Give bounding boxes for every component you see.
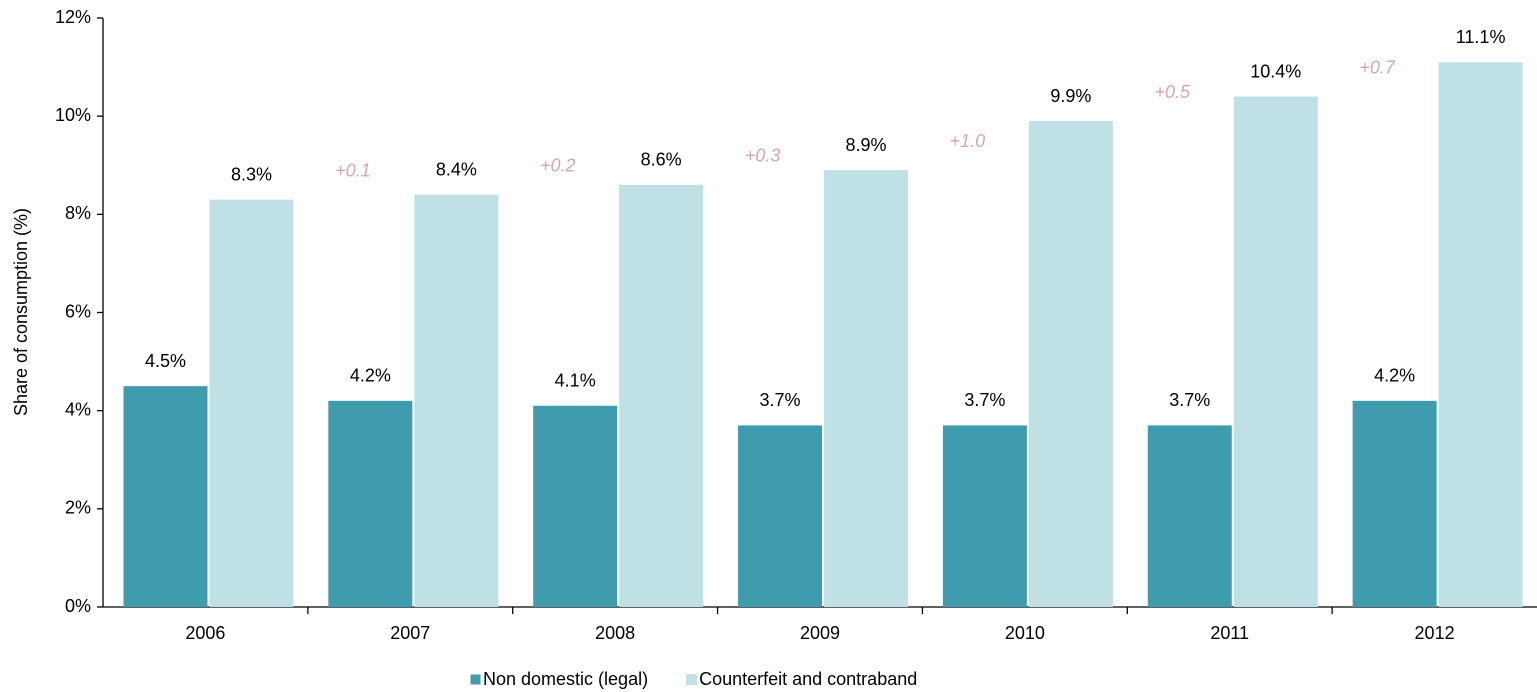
bar [738,425,823,607]
value-label: 4.2% [1374,366,1415,386]
delta-annotation: +0.7 [1359,57,1396,77]
bar [209,199,294,607]
bar [414,194,499,607]
bar [1233,96,1318,608]
value-label: 8.3% [231,164,272,184]
delta-annotation: +0.1 [335,160,371,180]
bar [619,184,704,607]
value-label: 8.9% [846,135,887,155]
y-axis-label: Share of consumption (%) [11,208,31,416]
delta-annotation: +0.5 [1155,82,1192,102]
bar [328,400,413,607]
x-tick-label: 2009 [800,623,840,643]
value-label: 3.7% [1169,390,1210,410]
legend-label: Non domestic (legal) [483,669,648,689]
y-tick-label: 0% [65,596,91,616]
bar [1147,425,1232,607]
value-label: 3.7% [964,390,1005,410]
bar [824,170,909,608]
value-label: 10.4% [1250,61,1301,81]
value-label: 8.6% [641,150,682,170]
bar [123,386,208,607]
bar [1028,121,1113,607]
value-label: 11.1% [1456,27,1506,47]
delta-annotation: +0.3 [745,146,781,166]
y-tick-label: 6% [65,301,91,321]
y-tick-label: 2% [65,498,91,518]
bar [1352,400,1437,607]
bar [942,425,1027,607]
legend-swatch [686,674,698,685]
legend-swatch [469,673,482,686]
bar [533,405,618,607]
y-tick-label: 10% [55,105,91,125]
value-label: 3.7% [760,390,801,410]
delta-annotation: +0.2 [540,155,576,175]
y-tick-label: 12% [55,7,91,27]
y-tick-label: 4% [65,399,91,419]
legend-label: Counterfeit and contraband [699,669,917,689]
delta-annotation: +1.0 [950,131,986,151]
x-tick-label: 2012 [1415,623,1455,643]
x-tick-label: 2007 [390,623,430,643]
y-tick-label: 8% [65,203,91,223]
value-label: 9.9% [1050,86,1091,106]
value-label: 4.5% [145,351,186,371]
bar [1438,62,1523,608]
value-label: 4.1% [555,371,596,391]
x-tick-label: 2010 [1005,623,1045,643]
x-tick-label: 2011 [1210,623,1249,643]
value-label: 4.2% [350,366,391,386]
x-tick-label: 2008 [595,623,635,643]
x-tick-label: 2006 [185,623,225,643]
value-label: 8.4% [436,159,477,179]
